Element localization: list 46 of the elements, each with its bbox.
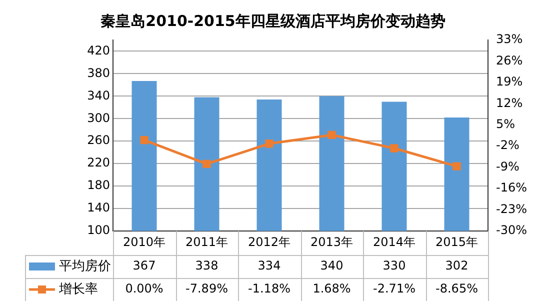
y2-tick-label: 12% xyxy=(496,96,523,110)
data-label: 367 xyxy=(132,258,156,273)
y2-tick-label: -16% xyxy=(496,180,528,195)
x-tick-label: 2014年 xyxy=(372,235,416,250)
x-tick-label: 2012年 xyxy=(248,235,291,250)
point xyxy=(328,130,336,140)
y-tick-label: 380 xyxy=(87,66,110,80)
x-tick-label: 2010年 xyxy=(122,235,166,250)
data-label: 1.68% xyxy=(312,282,351,296)
y-tick-label: 340 xyxy=(87,88,110,102)
y2-tick-label: -30% xyxy=(496,223,528,238)
x-tick-label: 2015年 xyxy=(435,235,478,250)
point xyxy=(140,136,148,144)
point xyxy=(452,162,461,170)
y-tick-label: 220 xyxy=(87,156,110,170)
chart-title: 秦皇岛2010-2015年四星级酒店平均房价变动趋势 xyxy=(100,12,446,30)
y2-tick-label: 33% xyxy=(496,32,523,46)
y2-tick-label: -2% xyxy=(496,138,520,152)
legend-label: 增长率 xyxy=(58,280,98,297)
point xyxy=(202,160,211,168)
y2-tick-label: 5% xyxy=(496,117,516,132)
x-tick-label: 2013年 xyxy=(310,235,354,250)
data-label: -1.18% xyxy=(248,282,290,296)
point xyxy=(390,144,398,152)
data-label: -7.89% xyxy=(186,282,228,296)
y2-tick-label: -9% xyxy=(496,159,520,174)
data-label: -2.71% xyxy=(373,282,416,296)
point xyxy=(265,140,274,148)
y2-tick-label: -23% xyxy=(496,202,528,216)
data-label: 302 xyxy=(445,258,468,273)
data-label: 338 xyxy=(195,258,218,273)
y-tick-label: 100 xyxy=(87,223,110,238)
legend-label: 平均房价 xyxy=(59,258,111,274)
data-label: 334 xyxy=(258,258,281,273)
x-tick-label: 2011年 xyxy=(185,235,228,250)
data-label: 340 xyxy=(320,258,344,273)
data-label: -8.65% xyxy=(436,282,478,296)
y2-tick-label: 19% xyxy=(496,74,523,89)
y-tick-label: 260 xyxy=(87,133,110,148)
y-tick-label: 180 xyxy=(87,178,110,192)
y-tick-label: 300 xyxy=(87,110,110,125)
data-label: 0.00% xyxy=(125,282,164,296)
data-label: 330 xyxy=(382,258,406,273)
y-tick-label: 420 xyxy=(87,43,110,58)
y-tick-label: 140 xyxy=(87,200,110,215)
y2-tick-label: 26% xyxy=(496,53,523,68)
